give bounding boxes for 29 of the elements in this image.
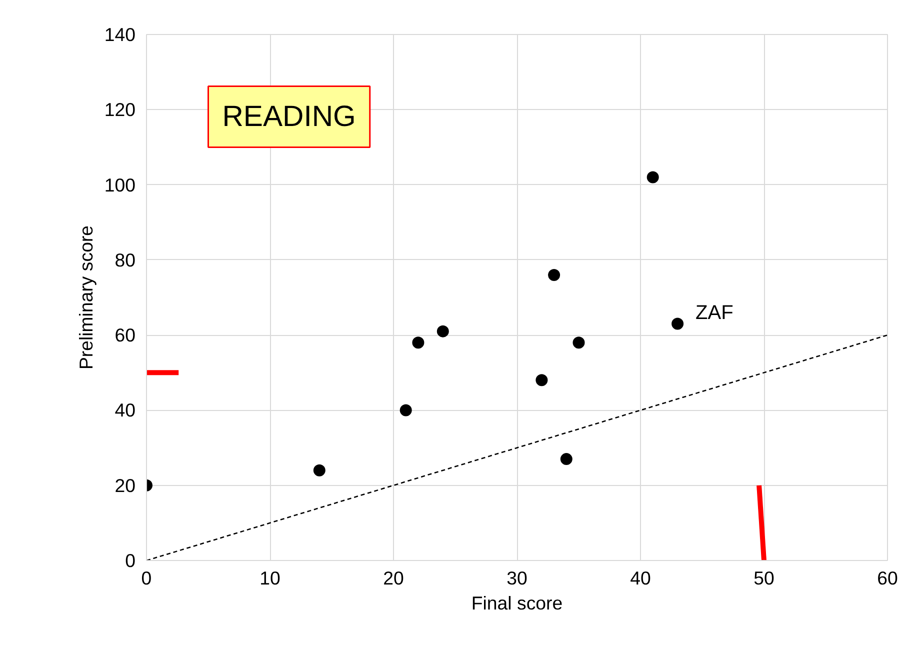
- x-tick-label: 40: [630, 568, 651, 588]
- point: [400, 404, 412, 416]
- y-tick-label: 0: [125, 550, 136, 571]
- point: [572, 336, 585, 349]
- point: [412, 336, 424, 349]
- x-tick-label: 60: [877, 568, 898, 588]
- x-axis-title: Final score: [471, 592, 563, 614]
- y-tick-label: 20: [114, 474, 136, 496]
- y-tick-label: 100: [104, 174, 136, 196]
- x-tick-label: 20: [383, 568, 404, 588]
- annotation: READING: [222, 100, 356, 134]
- annotation: ZAF: [696, 302, 734, 324]
- point: [436, 325, 449, 338]
- y-axis-title: Preliminary score: [75, 225, 96, 370]
- x-tick-label: 10: [260, 568, 280, 588]
- point: [646, 171, 659, 184]
- x-tick-label: 30: [506, 568, 528, 588]
- x-tick-label: 50: [754, 568, 774, 588]
- point: [548, 268, 560, 281]
- y-tick-label: 40: [114, 400, 136, 421]
- y-tick-label: 120: [104, 99, 136, 120]
- x-tick-label: 0: [141, 568, 152, 588]
- point: [672, 318, 684, 330]
- y-tick-label: 140: [104, 24, 136, 45]
- point: [560, 453, 572, 466]
- y-tick-label: 60: [114, 324, 136, 346]
- point: [313, 464, 326, 476]
- point: [536, 374, 548, 386]
- y-tick-label: 80: [114, 249, 136, 270]
